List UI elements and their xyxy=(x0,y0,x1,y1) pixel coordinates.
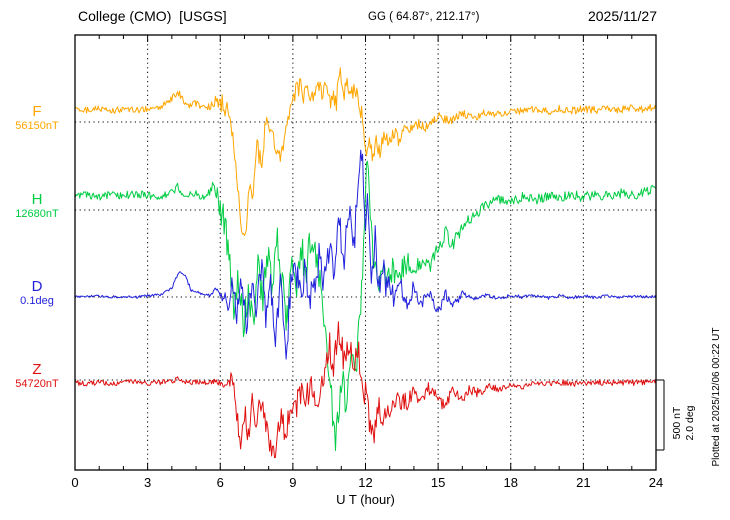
channel-letter-F: F xyxy=(32,103,42,120)
plotted-at-note: Plotted at 2025/12/06 00:22 UT xyxy=(711,327,722,467)
channel-baseline-Z: 54720nT xyxy=(15,378,59,390)
channel-label-Z: Z 54720nT xyxy=(6,361,68,391)
trace-H xyxy=(75,160,656,451)
channel-baseline-F: 56150nT xyxy=(15,120,59,132)
plot-frame xyxy=(74,34,657,471)
x-tick-label: 12 xyxy=(358,475,372,490)
scale-deg-label: 2.0 deg xyxy=(684,405,696,441)
grid-lines xyxy=(147,35,584,470)
channel-label-D: D 0.1deg xyxy=(6,278,68,308)
plot-date: 2025/11/27 xyxy=(587,8,657,24)
x-axis-label: U T (hour) xyxy=(336,492,395,507)
x-tick-label: 0 xyxy=(71,475,78,490)
traces-group xyxy=(75,67,656,459)
observatory-title: College (CMO) [USGS] xyxy=(78,8,227,24)
x-tick-labels: 0 3 6 9 12 15 18 21 24 xyxy=(71,475,663,490)
x-tick-label: 6 xyxy=(217,475,224,490)
axis-ticks xyxy=(74,35,657,470)
channel-baseline-H: 12680nT xyxy=(15,208,59,220)
x-tick-label: 15 xyxy=(431,475,445,490)
scale-bar-label: 500 nT 2.0 deg xyxy=(671,391,697,455)
x-tick-label: 24 xyxy=(649,475,663,490)
trace-Z xyxy=(75,321,656,459)
channel-letter-H: H xyxy=(31,191,43,208)
channel-letter-Z: Z xyxy=(32,361,42,378)
channel-label-H: H 12680nT xyxy=(6,191,68,221)
channel-label-F: F 56150nT xyxy=(6,103,68,133)
x-tick-label: 3 xyxy=(144,475,151,490)
scale-nt-label: 500 nT xyxy=(671,406,683,440)
channel-baseline-D: 0.1deg xyxy=(20,295,54,307)
scale-bracket xyxy=(656,379,665,451)
x-tick-label: 18 xyxy=(504,475,518,490)
x-tick-label: 9 xyxy=(289,475,296,490)
x-tick-label: 21 xyxy=(576,475,590,490)
geo-coordinates: GG ( 64.87°, 212.17°) xyxy=(368,11,480,23)
channel-letter-D: D xyxy=(31,278,43,295)
trace-F xyxy=(75,67,656,236)
trace-D xyxy=(75,149,656,360)
